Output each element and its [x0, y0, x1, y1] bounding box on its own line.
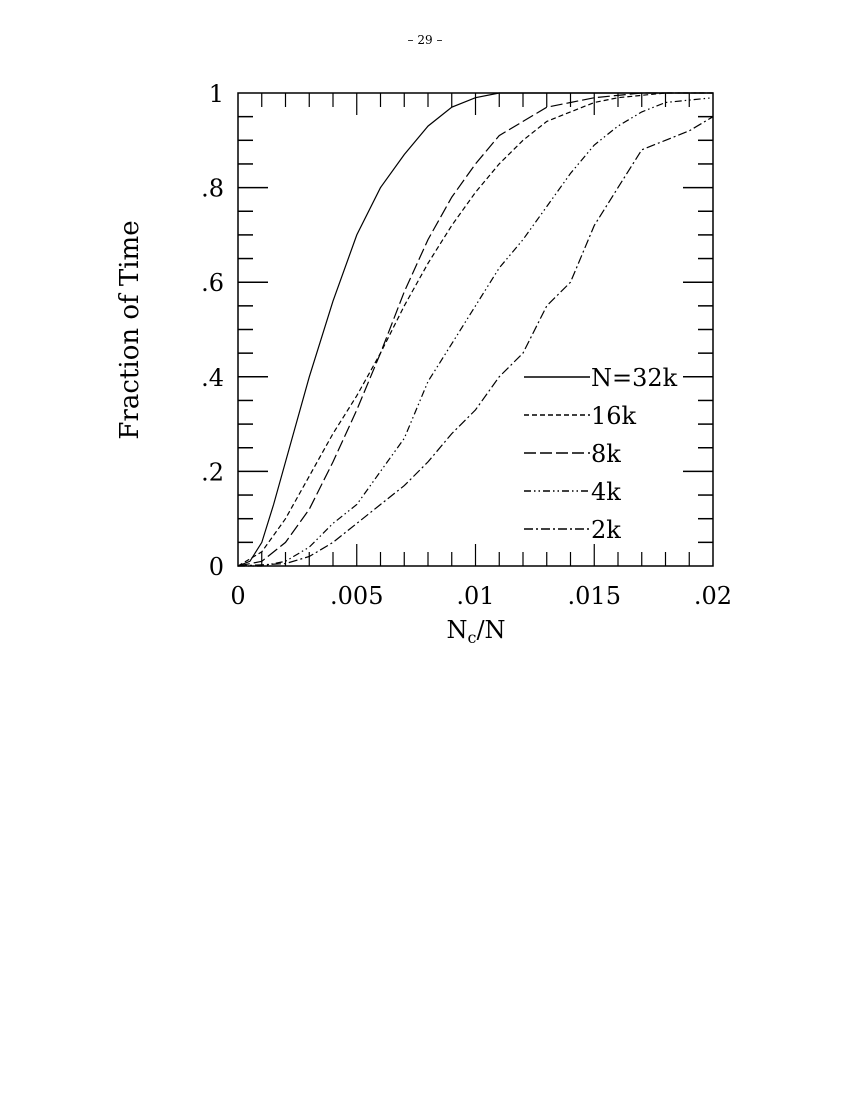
x-tick-label: .01 — [456, 582, 494, 610]
y-tick-label: 1 — [209, 80, 224, 108]
y-tick-label: .6 — [201, 269, 224, 297]
x-tick-label: .005 — [330, 582, 383, 610]
y-tick-label: 0 — [209, 553, 224, 581]
y-tick-label: .2 — [201, 458, 224, 486]
plot-frame — [237, 92, 714, 567]
y-tick-label: .4 — [201, 364, 224, 392]
legend-label: N=32k — [591, 364, 678, 392]
series-line-n-32k — [237, 92, 713, 567]
x-tick-label: .02 — [694, 582, 732, 610]
x-axis-label-main: N — [446, 616, 467, 644]
series-line-2k — [237, 116, 714, 567]
x-tick-label: 0 — [230, 582, 245, 610]
x-tick-label: .015 — [568, 582, 621, 610]
series-line-16k — [237, 92, 713, 567]
y-tick-label: .8 — [201, 175, 224, 203]
y-axis-label: Fraction of Time — [115, 220, 145, 439]
x-axis-label: Nc/N — [446, 616, 505, 647]
legend-label: 16k — [591, 402, 637, 430]
series-line-8k — [237, 92, 713, 567]
series-line-4k — [238, 97, 714, 567]
page-number: – 29 – — [407, 33, 443, 47]
x-axis-label-sub: c — [467, 628, 476, 647]
legend-label: 8k — [591, 440, 621, 468]
legend-label: 4k — [591, 478, 621, 506]
legend-label: 2k — [591, 516, 621, 544]
x-axis-label-rest: /N — [476, 616, 505, 644]
